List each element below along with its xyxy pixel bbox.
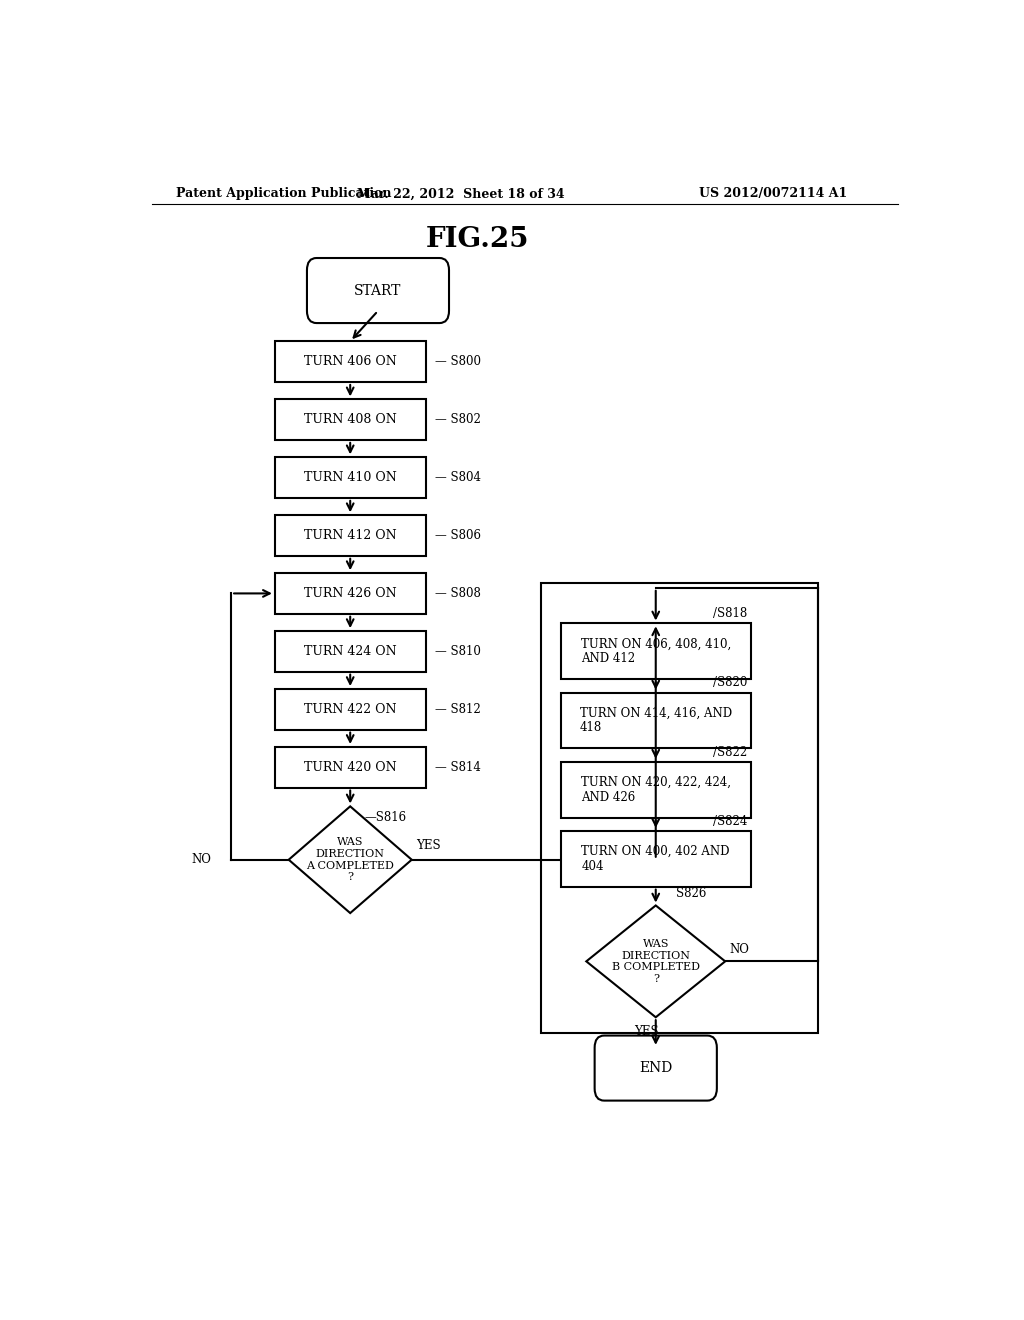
Bar: [274, 689, 426, 730]
Text: YES: YES: [634, 1026, 658, 1039]
FancyBboxPatch shape: [307, 257, 449, 323]
Text: WAS
DIRECTION
A COMPLETED
?: WAS DIRECTION A COMPLETED ?: [306, 837, 394, 882]
Text: START: START: [354, 284, 401, 297]
Text: TURN 424 ON: TURN 424 ON: [304, 645, 396, 657]
Text: Patent Application Publication: Patent Application Publication: [176, 187, 391, 201]
Text: TURN 410 ON: TURN 410 ON: [304, 471, 396, 484]
Text: FIG.25: FIG.25: [425, 226, 529, 253]
Text: US 2012/0072114 A1: US 2012/0072114 A1: [699, 187, 848, 201]
Bar: [274, 342, 426, 381]
Text: END: END: [639, 1061, 673, 1074]
Bar: [274, 399, 426, 440]
Text: — S800: — S800: [435, 355, 481, 368]
Text: YES: YES: [416, 838, 440, 851]
Text: NO: NO: [729, 944, 749, 956]
Text: TURN 406 ON: TURN 406 ON: [304, 355, 396, 368]
Polygon shape: [289, 807, 412, 913]
Bar: [274, 457, 426, 498]
Text: Mar. 22, 2012  Sheet 18 of 34: Mar. 22, 2012 Sheet 18 of 34: [357, 187, 565, 201]
Text: TURN ON 406, 408, 410,
AND 412: TURN ON 406, 408, 410, AND 412: [581, 638, 731, 665]
Text: WAS
DIRECTION
B COMPLETED
?: WAS DIRECTION B COMPLETED ?: [611, 939, 699, 983]
Bar: [274, 515, 426, 556]
Text: — S812: — S812: [435, 702, 481, 715]
Text: NO: NO: [191, 853, 211, 866]
Polygon shape: [587, 906, 725, 1018]
Text: /S824: /S824: [713, 814, 748, 828]
Text: — S804: — S804: [435, 471, 481, 484]
Text: TURN ON 414, 416, AND
418: TURN ON 414, 416, AND 418: [580, 706, 732, 734]
Text: — S810: — S810: [435, 645, 481, 657]
Text: TURN 426 ON: TURN 426 ON: [304, 587, 396, 599]
Text: /S818: /S818: [713, 607, 748, 620]
Bar: [560, 623, 751, 680]
Text: TURN ON 400, 402 AND
404: TURN ON 400, 402 AND 404: [582, 845, 730, 873]
Bar: [274, 747, 426, 788]
Text: TURN 412 ON: TURN 412 ON: [304, 529, 396, 543]
Bar: [274, 631, 426, 672]
Text: — S814: — S814: [435, 760, 481, 774]
Bar: [560, 830, 751, 887]
Text: S826: S826: [676, 887, 706, 900]
Text: — S802: — S802: [435, 413, 481, 426]
Text: /S822: /S822: [713, 746, 748, 759]
Bar: [560, 693, 751, 748]
Text: TURN ON 420, 422, 424,
AND 426: TURN ON 420, 422, 424, AND 426: [581, 776, 731, 804]
Text: TURN 408 ON: TURN 408 ON: [304, 413, 396, 426]
Text: —S816: —S816: [365, 812, 407, 825]
Text: — S806: — S806: [435, 529, 481, 543]
Bar: [541, 582, 818, 1032]
FancyBboxPatch shape: [595, 1036, 717, 1101]
Text: TURN 420 ON: TURN 420 ON: [304, 760, 396, 774]
Text: — S808: — S808: [435, 587, 481, 599]
Text: /S820: /S820: [713, 676, 748, 689]
Text: TURN 422 ON: TURN 422 ON: [304, 702, 396, 715]
Bar: [274, 573, 426, 614]
Bar: [560, 762, 751, 817]
